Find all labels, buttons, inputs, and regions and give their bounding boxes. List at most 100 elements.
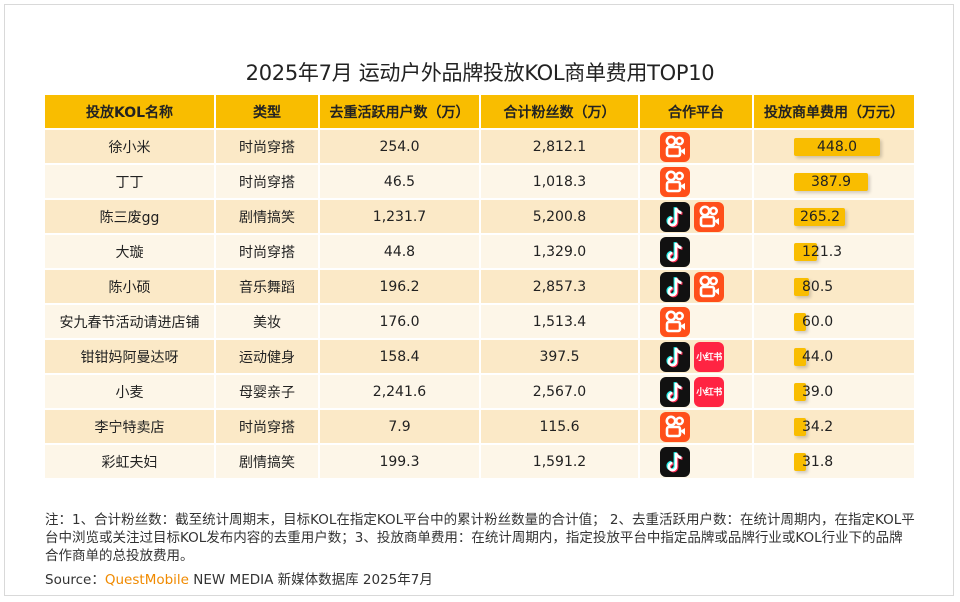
table-row: 大璇 时尚穿搭 44.8 1,329.0 121.3 bbox=[45, 233, 914, 268]
platforms-cell bbox=[640, 303, 754, 338]
kuaishou-icon bbox=[694, 201, 724, 232]
chart-title: 2025年7月 运动户外品牌投放KOL商单费用TOP10 bbox=[245, 61, 715, 85]
table-row: 陈小硕 音乐舞蹈 196.2 2,857.3 80.5 bbox=[45, 268, 914, 303]
platforms-cell bbox=[640, 233, 754, 268]
fee-bar-area: 44.0 bbox=[754, 340, 914, 373]
fee-bar bbox=[794, 418, 806, 436]
fee-cell: 387.9 bbox=[754, 163, 914, 198]
fee-cell: 39.0 bbox=[754, 373, 914, 408]
active-users-cell: 254.0 bbox=[320, 128, 481, 163]
fee-cell: 34.2 bbox=[754, 408, 914, 443]
platforms-cell bbox=[640, 268, 754, 303]
fee-bar-area: 448.0 bbox=[754, 130, 914, 163]
header-fans: 合计粉丝数（万） bbox=[481, 95, 640, 128]
fee-cell: 31.8 bbox=[754, 443, 914, 478]
fee-label: 387.9 bbox=[811, 174, 852, 190]
source-prefix: Source： bbox=[45, 572, 105, 588]
fans-cell: 115.6 bbox=[481, 408, 640, 443]
platform-icons bbox=[640, 411, 752, 442]
fee-bar bbox=[794, 243, 817, 261]
xhs-icon: 小红书 bbox=[694, 376, 724, 407]
platforms-cell bbox=[640, 163, 754, 198]
douyin-icon bbox=[660, 341, 690, 372]
kuaishou-icon bbox=[694, 271, 724, 302]
platform-icons bbox=[640, 236, 752, 267]
table-row: 彩虹夫妇 剧情搞笑 199.3 1,591.2 31.8 bbox=[45, 443, 914, 478]
fee-label: 448.0 bbox=[817, 139, 858, 155]
table-row: 陈三废gg 剧情搞笑 1,231.7 5,200.8 265.2 bbox=[45, 198, 914, 233]
footnote: 注：1、合计粉丝数：截至统计周期末，目标KOL在指定KOL平台中的累计粉丝数量的… bbox=[45, 512, 915, 564]
fee-bar bbox=[794, 348, 806, 366]
source-line: Source：QuestMobile NEW MEDIA 新媒体数据库 2025… bbox=[45, 568, 433, 588]
chart-frame bbox=[4, 4, 954, 596]
header-type: 类型 bbox=[216, 95, 320, 128]
platform-icons bbox=[640, 131, 752, 162]
fee-bar-area: 60.0 bbox=[754, 305, 914, 338]
header-active-users: 去重活跃用户数（万） bbox=[320, 95, 481, 128]
platforms-cell: 小红书 bbox=[640, 373, 754, 408]
fans-cell: 2,812.1 bbox=[481, 128, 640, 163]
fee-label: 31.8 bbox=[802, 454, 834, 470]
kol-name-cell: 陈三废gg bbox=[45, 198, 216, 233]
fans-cell: 1,591.2 bbox=[481, 443, 640, 478]
table-row: 李宁特卖店 时尚穿搭 7.9 115.6 34.2 bbox=[45, 408, 914, 443]
kol-name-cell: 陈小硕 bbox=[45, 268, 216, 303]
fee-bar-area: 31.8 bbox=[754, 445, 914, 478]
table-row: 小麦 母婴亲子 2,241.6 2,567.0 小红书 39.0 bbox=[45, 373, 914, 408]
kol-name-cell: 彩虹夫妇 bbox=[45, 443, 216, 478]
fee-bar-area: 121.3 bbox=[754, 235, 914, 268]
platforms-cell bbox=[640, 128, 754, 163]
fee-bar-area: 387.9 bbox=[754, 165, 914, 198]
fans-cell: 5,200.8 bbox=[481, 198, 640, 233]
kol-name-cell: 徐小米 bbox=[45, 128, 216, 163]
active-users-cell: 196.2 bbox=[320, 268, 481, 303]
type-cell: 剧情搞笑 bbox=[216, 198, 320, 233]
platforms-cell bbox=[640, 198, 754, 233]
fee-label: 80.5 bbox=[802, 279, 834, 295]
fans-cell: 1,513.4 bbox=[481, 303, 640, 338]
platforms-cell bbox=[640, 443, 754, 478]
fee-bar bbox=[794, 173, 868, 191]
type-cell: 时尚穿搭 bbox=[216, 408, 320, 443]
kol-name-cell: 钳钳妈阿曼达呀 bbox=[45, 338, 216, 373]
platform-icons: 小红书 bbox=[640, 341, 752, 372]
active-users-cell: 44.8 bbox=[320, 233, 481, 268]
kol-table: 投放KOL名称 类型 去重活跃用户数（万） 合计粉丝数（万） 合作平台 投放商单… bbox=[45, 95, 914, 478]
platform-icons bbox=[640, 166, 752, 197]
active-users-cell: 176.0 bbox=[320, 303, 481, 338]
kuaishou-icon bbox=[660, 411, 690, 442]
active-users-cell: 2,241.6 bbox=[320, 373, 481, 408]
platforms-cell: 小红书 bbox=[640, 338, 754, 373]
fee-cell: 80.5 bbox=[754, 268, 914, 303]
douyin-icon bbox=[660, 376, 690, 407]
active-users-cell: 46.5 bbox=[320, 163, 481, 198]
type-cell: 运动健身 bbox=[216, 338, 320, 373]
kol-name-cell: 安九春节活动请进店铺 bbox=[45, 303, 216, 338]
fee-bar bbox=[794, 453, 806, 471]
douyin-icon bbox=[660, 446, 690, 477]
fee-bar-area: 39.0 bbox=[754, 375, 914, 408]
kol-name-cell: 大璇 bbox=[45, 233, 216, 268]
table-body: 徐小米 时尚穿搭 254.0 2,812.1 448.0 丁丁 时尚穿搭 46.5 1,018.… bbox=[45, 128, 914, 478]
xhs-icon: 小红书 bbox=[694, 341, 724, 372]
type-cell: 音乐舞蹈 bbox=[216, 268, 320, 303]
fee-cell: 44.0 bbox=[754, 338, 914, 373]
fee-label: 44.0 bbox=[802, 349, 834, 365]
fans-cell: 397.5 bbox=[481, 338, 640, 373]
fee-bar bbox=[794, 313, 806, 331]
active-users-cell: 7.9 bbox=[320, 408, 481, 443]
kuaishou-icon bbox=[660, 131, 690, 162]
header-kol-name: 投放KOL名称 bbox=[45, 95, 216, 128]
fee-label: 39.0 bbox=[802, 384, 834, 400]
fee-label: 265.2 bbox=[800, 209, 841, 225]
fans-cell: 2,857.3 bbox=[481, 268, 640, 303]
kuaishou-icon bbox=[660, 166, 690, 197]
source-brand: QuestMobile bbox=[104, 572, 189, 588]
fee-bar-area: 265.2 bbox=[754, 200, 914, 233]
fee-label: 34.2 bbox=[802, 419, 834, 435]
fans-cell: 1,329.0 bbox=[481, 233, 640, 268]
fee-bar-area: 80.5 bbox=[754, 270, 914, 303]
douyin-icon bbox=[660, 201, 690, 232]
kol-name-cell: 小麦 bbox=[45, 373, 216, 408]
fee-label: 121.3 bbox=[802, 244, 843, 260]
